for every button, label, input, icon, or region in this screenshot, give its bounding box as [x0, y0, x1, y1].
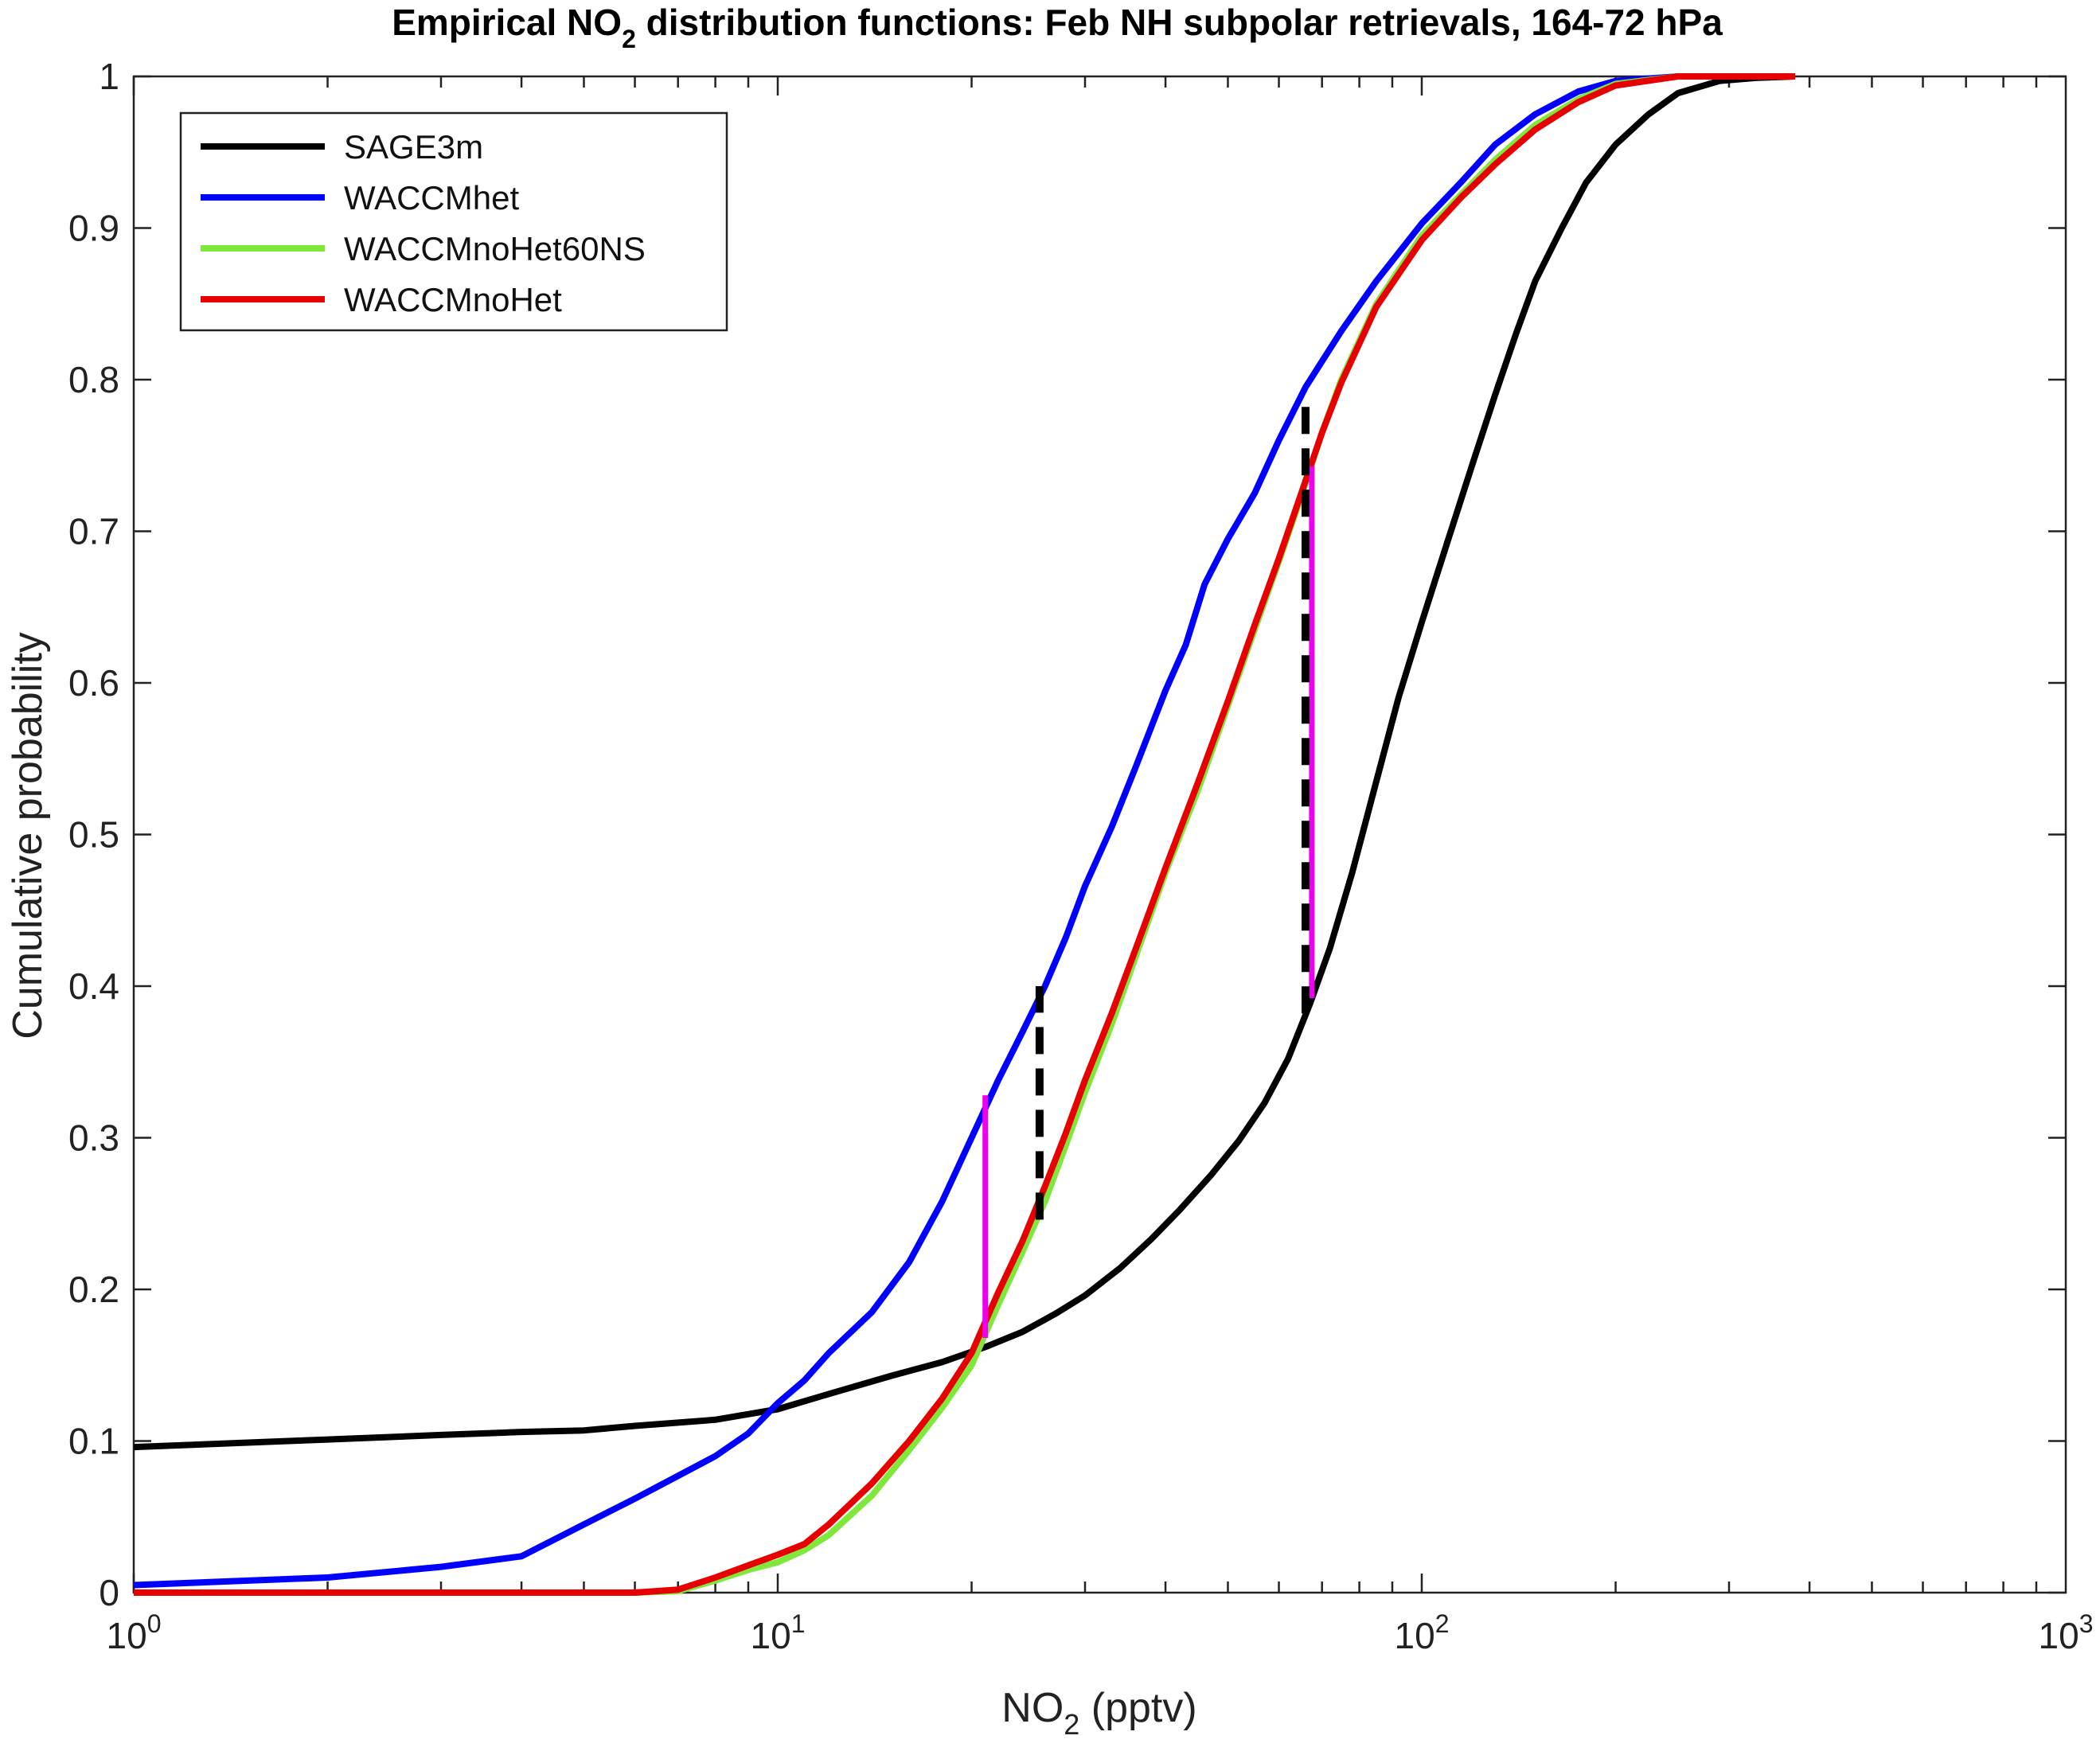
annotation-layer — [982, 402, 1315, 1338]
y-tick-label: 0.9 — [68, 208, 119, 249]
legend-label: SAGE3m — [344, 128, 483, 166]
y-tick-label: 0.5 — [68, 814, 119, 856]
series-line-WACCMhet — [133, 73, 1795, 1589]
series-line-WACCMnoHet — [134, 73, 1795, 1596]
y-tick-label: 0.3 — [68, 1117, 119, 1159]
y-tick-label: 0.4 — [68, 965, 119, 1007]
legend-label: WACCMnoHet — [344, 281, 562, 318]
y-tick-label: 0 — [99, 1572, 119, 1613]
x-tick-label: 100 — [107, 1609, 162, 1656]
y-tick-label: 0.8 — [68, 359, 119, 400]
y-tick-label: 0.6 — [68, 662, 119, 704]
x-tick-label: 101 — [751, 1609, 806, 1656]
axis-ticks — [132, 75, 2066, 1594]
axis-tick-labels: 0 0.1 0.2 0.3 0.4 0.5 0.6 0.7 0.8 0.9 1 100 101 102 10… — [68, 56, 2093, 1656]
y-tick-label: 0.1 — [68, 1421, 119, 1462]
series-layer — [133, 73, 1796, 1596]
legend-label: WACCMnoHet60NS — [344, 230, 646, 267]
x-tick-label: 102 — [1395, 1609, 1450, 1656]
y-tick-label: 0.2 — [68, 1269, 119, 1310]
x-tick-label: 103 — [2039, 1609, 2094, 1656]
y-tick-label: 1 — [99, 56, 119, 97]
legend-label: WACCMhet — [344, 179, 519, 216]
x-axis-label: NO2 (pptv) — [1001, 1685, 1196, 1741]
legend: SAGE3m WACCMhet WACCMnoHet60NS WACCMnoHet — [179, 111, 728, 332]
chart-title: Empirical NO2 distribution functions: Fe… — [392, 2, 1723, 53]
series-line-SAGE3m — [133, 73, 1796, 1451]
y-axis-label: Cumulative probability — [5, 632, 51, 1039]
y-tick-label: 0.7 — [68, 511, 119, 552]
